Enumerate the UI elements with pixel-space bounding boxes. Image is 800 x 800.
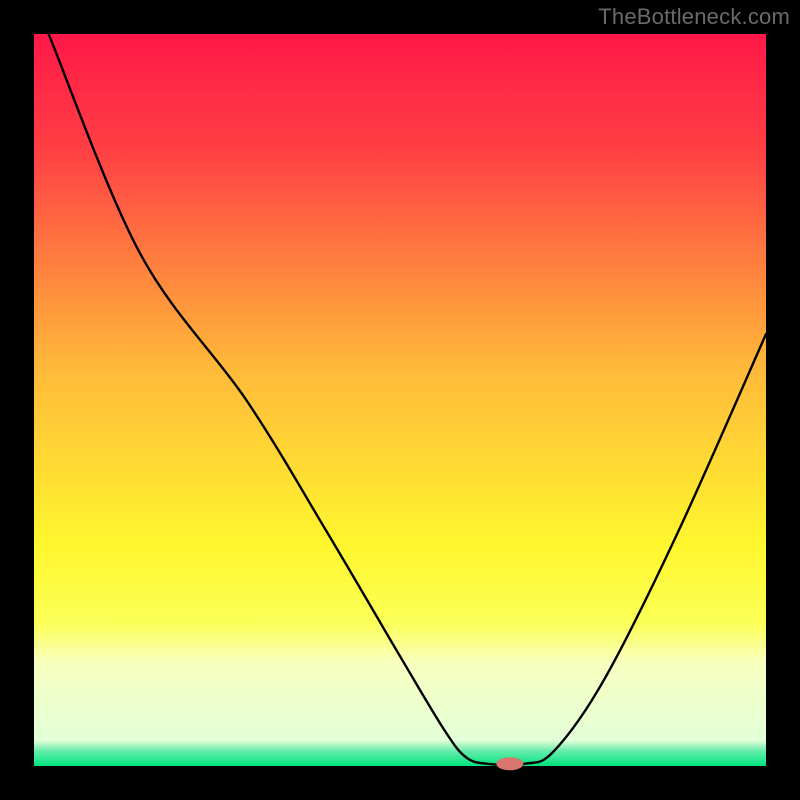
watermark-text: TheBottleneck.com [598,4,790,30]
optimum-marker [497,758,523,770]
bottleneck-chart: TheBottleneck.com [0,0,800,800]
chart-canvas [0,0,800,800]
